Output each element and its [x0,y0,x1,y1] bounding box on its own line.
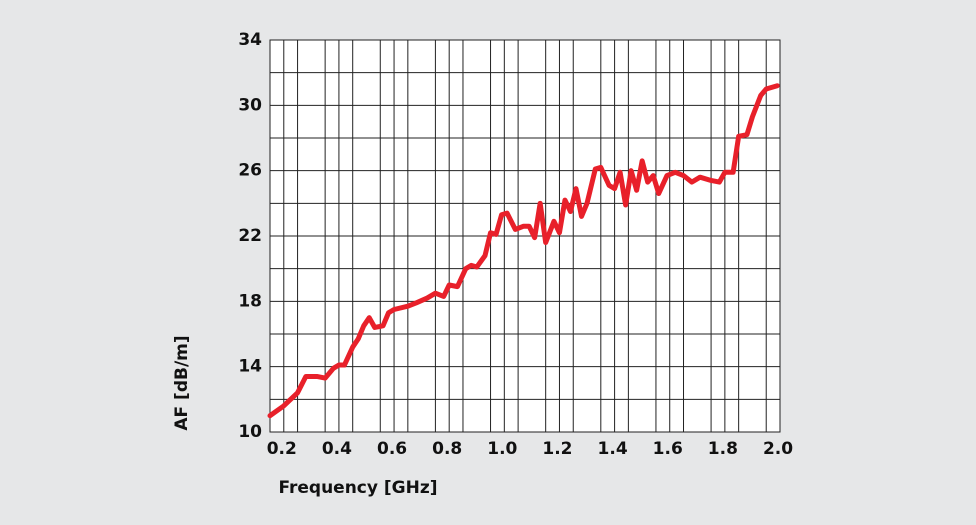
x-tick-label: 1.2 [542,439,572,459]
y-tick-label: 10 [238,422,262,442]
y-tick-label: 14 [238,357,262,377]
data-line [267,83,780,419]
x-tick-label: 0.8 [432,439,462,459]
y-axis-title: AF [dB/m] [172,335,192,430]
x-tick-label: 1.8 [708,439,738,459]
y-tick-label: 26 [238,161,262,181]
x-tick-label: 1.4 [598,439,628,459]
y-tick-label: 22 [238,226,262,246]
y-tick-label: 34 [238,30,262,50]
x-tick-label: 0.4 [322,439,352,459]
y-tick-label: 30 [238,95,262,115]
x-tick-label: 0.2 [267,439,297,459]
x-tick-label: 2.0 [763,439,793,459]
x-tick-label: 1.6 [653,439,683,459]
x-axis-title: Frequency [GHz] [278,478,437,498]
y-tick-label: 18 [238,291,262,311]
x-tick-label: 1.0 [487,439,517,459]
x-tick-label: 0.6 [377,439,407,459]
